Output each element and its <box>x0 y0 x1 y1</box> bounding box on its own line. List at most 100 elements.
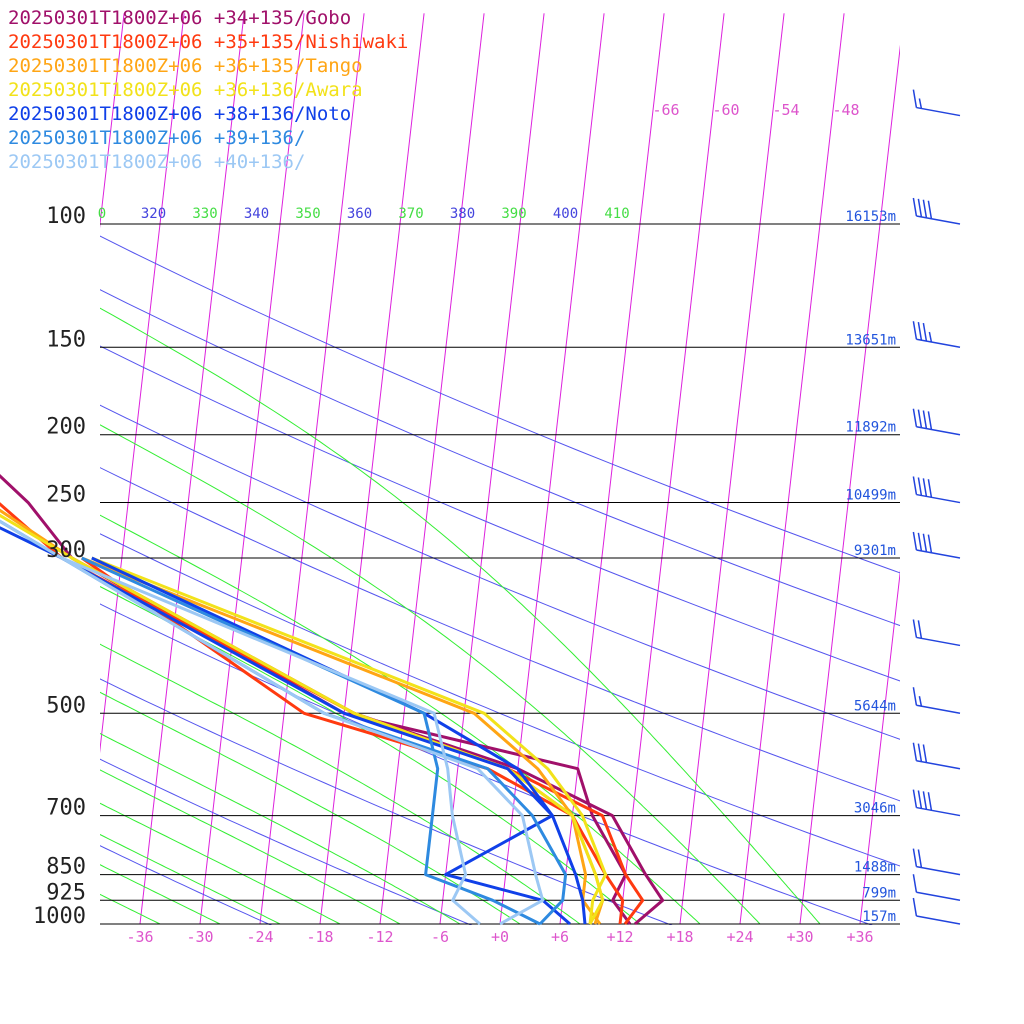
wind-barb-flag <box>912 897 918 917</box>
wind-barb-staff <box>916 549 961 559</box>
wind-barb-staff <box>916 636 961 647</box>
dry-adiabat-line <box>100 678 673 925</box>
dry-adiabat-line <box>100 845 273 925</box>
height-label: 157m <box>862 909 896 925</box>
isotherm-line <box>679 13 785 925</box>
wind-barb <box>912 476 961 504</box>
wind-barb-staff <box>916 806 961 817</box>
theta-label: 390 <box>501 206 526 222</box>
theta-label: 370 <box>398 206 423 222</box>
isotherm-line <box>379 13 485 925</box>
legend-entry: 20250301T1800Z+06 +38+136/Noto <box>8 103 351 125</box>
series-temperature-line <box>0 519 545 926</box>
pressure-label: 150 <box>46 327 86 352</box>
wind-barb-staff <box>916 915 961 925</box>
wind-barb-flag <box>917 477 923 496</box>
wind-barb-flag <box>912 476 918 495</box>
dry-adiabat-line <box>100 467 900 802</box>
theta-label: 320 <box>141 206 166 222</box>
series-temperature-line <box>0 502 645 925</box>
dry-adiabat-line <box>100 289 900 627</box>
legend-entry: 20250301T1800Z+06 +36+135/Tango <box>8 55 363 77</box>
series-dewpoint-line <box>61 556 481 926</box>
upper-temp-label: -54 <box>772 101 799 119</box>
wind-barb <box>912 789 961 817</box>
theta-label: 330 <box>192 206 217 222</box>
wind-barb-flag <box>917 790 923 809</box>
x-tick-label: +36 <box>846 928 873 946</box>
pressure-label: 925 <box>46 880 86 905</box>
dry-adiabat-grid <box>100 235 900 925</box>
wind-barb-flag <box>917 849 923 868</box>
series-temperature-line <box>0 526 587 925</box>
wind-barb <box>912 531 961 559</box>
wind-barb <box>912 742 961 770</box>
wind-barb-flag <box>912 321 918 340</box>
axis-labels: 100 16153m 150 13651m 200 11892m 250 10499m 300 9… <box>33 101 896 946</box>
height-label: 1488m <box>854 860 896 876</box>
theta-label: 410 <box>604 206 629 222</box>
wind-barb-flag <box>927 534 933 553</box>
wind-barb <box>912 874 961 902</box>
dry-adiabat-line <box>100 404 900 740</box>
isotherm-line <box>259 13 365 925</box>
x-tick-label: -24 <box>246 928 273 946</box>
wind-barb <box>912 197 961 225</box>
wind-barb-flag <box>917 532 923 552</box>
pressure-label: 200 <box>46 415 86 440</box>
legend: 20250301T1800Z+06 +34+135/Gobo20250301T1… <box>8 7 408 173</box>
wind-barb-flag <box>917 620 923 639</box>
wind-barb-flag <box>917 322 923 341</box>
wind-barb-flag <box>918 98 923 109</box>
pressure-label: 250 <box>46 483 86 508</box>
height-label: 3046m <box>854 801 896 817</box>
isotherm-line <box>920 13 1024 924</box>
wind-barb-staff <box>916 425 961 436</box>
wind-barb-staff <box>916 106 961 117</box>
wind-barb-flag <box>918 696 923 707</box>
series-dewpoint-line <box>91 556 608 925</box>
legend-entry: 20250301T1800Z+06 +35+135/Nishiwaki <box>8 31 408 53</box>
isotherm-line <box>139 13 245 925</box>
x-tick-label: +30 <box>786 928 813 946</box>
theta-label: 400 <box>553 206 578 222</box>
isotherm-line <box>199 13 305 925</box>
dry-adiabat-line <box>100 758 473 925</box>
x-tick-label: -12 <box>366 928 393 946</box>
wind-barb-flag <box>917 198 923 218</box>
isotherm-line <box>559 13 665 925</box>
wind-barb-staff <box>916 215 961 225</box>
dry-adiabat-line <box>100 235 900 574</box>
isotherm-line <box>0 13 4 924</box>
wind-barb <box>912 408 961 436</box>
theta-label: 380 <box>450 206 475 222</box>
upper-temp-label: -48 <box>832 101 859 119</box>
wind-barb-flag <box>928 331 933 343</box>
moist-adiabat-line <box>100 864 221 925</box>
wind-barb <box>912 687 961 715</box>
isotherm-line <box>100 13 185 754</box>
legend-entry: 20250301T1800Z+06 +34+135/Gobo <box>8 7 351 29</box>
sounding-series <box>0 474 665 926</box>
pressure-label: 100 <box>46 204 86 229</box>
wind-barb-staff <box>916 865 961 876</box>
upper-temp-label: -60 <box>712 101 739 119</box>
isotherm-line <box>0 13 64 924</box>
wind-barb <box>912 848 961 876</box>
wind-barb <box>912 619 961 647</box>
x-tick-label: +18 <box>666 928 693 946</box>
wind-barb-flag <box>922 322 928 342</box>
wind-barb-flag <box>912 874 918 893</box>
isotherm-line <box>739 13 845 925</box>
wind-barb-flag <box>912 789 918 808</box>
isotherm-line <box>799 44 900 925</box>
legend-entry: 20250301T1800Z+06 +40+136/ <box>8 151 305 173</box>
wind-barb <box>912 89 961 117</box>
height-label: 11892m <box>845 420 896 436</box>
pressure-label: 700 <box>46 796 86 821</box>
x-tick-label: +24 <box>726 928 753 946</box>
height-label: 16153m <box>845 209 896 225</box>
pressure-label: 850 <box>46 855 86 880</box>
wind-barb-flag <box>922 199 928 218</box>
pressure-label: 300 <box>46 538 86 563</box>
